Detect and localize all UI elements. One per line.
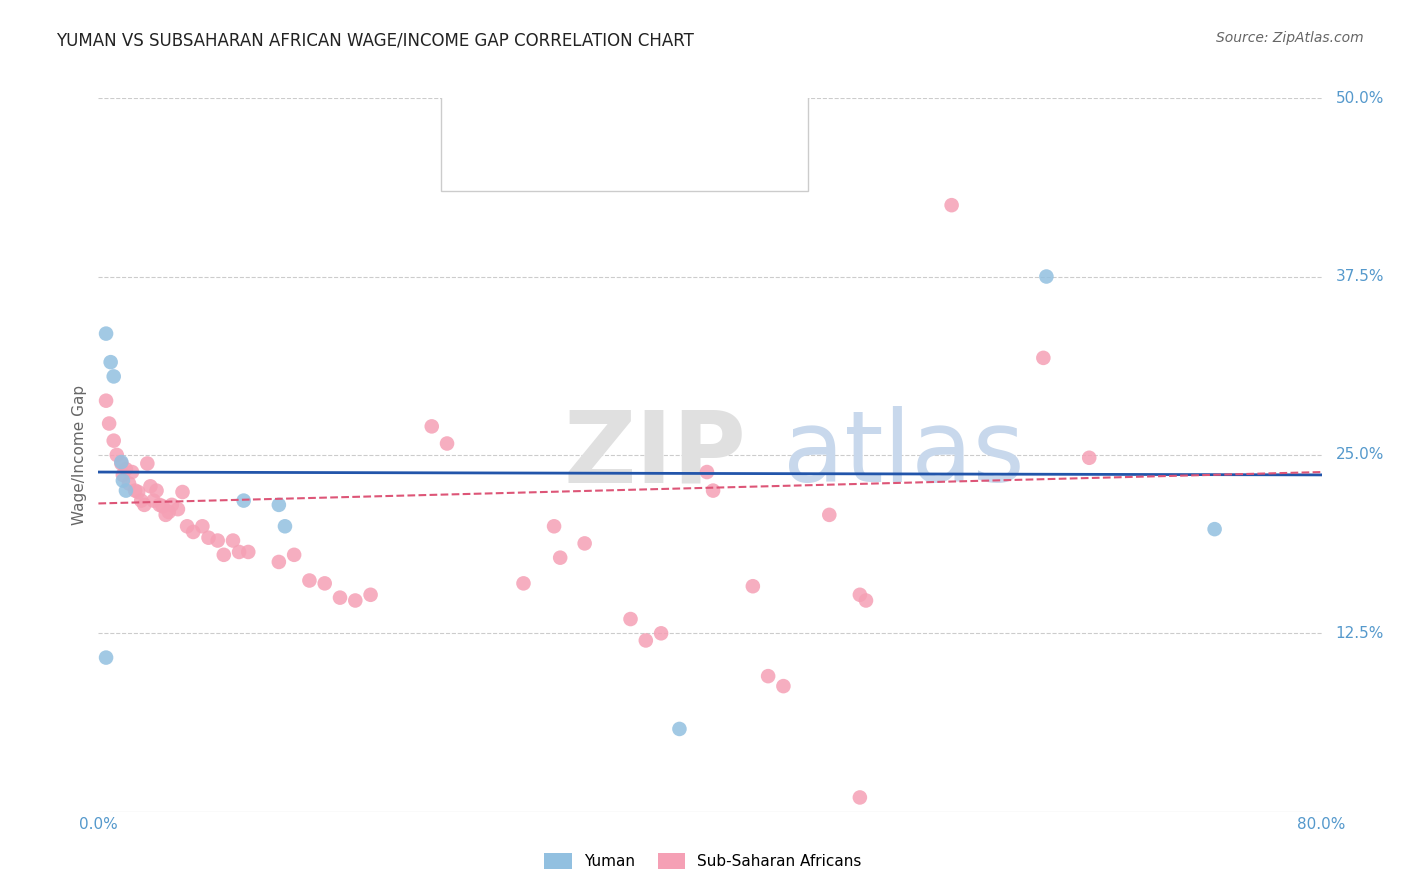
Text: 50.0%: 50.0% [1336,91,1384,105]
Point [127,485,149,500]
Point [543,519,565,533]
Y-axis label: Wage/Income Gap: Wage/Income Gap [72,384,87,525]
Point [267,555,290,569]
Point [172,485,194,500]
Point [274,519,297,533]
Point [103,434,125,448]
Point [1078,450,1101,465]
Point [110,455,132,469]
Text: 25.0%: 25.0% [1336,448,1384,462]
Point [668,722,690,736]
Point [344,593,367,607]
Point [702,483,724,498]
Legend: Yuman, Sub-Saharan Africans: Yuman, Sub-Saharan Africans [538,847,868,875]
Point [94,326,117,341]
Point [756,669,779,683]
Point [849,588,872,602]
Point [232,493,254,508]
Point [98,417,121,431]
Point [136,457,159,471]
Point [181,524,204,539]
Point [121,465,143,479]
Text: atlas: atlas [783,407,1025,503]
Point [103,369,125,384]
Point [855,593,877,607]
Point [238,545,260,559]
Point [436,436,458,450]
Point [157,505,180,519]
Point [94,650,117,665]
Text: YUMAN VS SUBSAHARAN AFRICAN WAGE/INCOME GAP CORRELATION CHART: YUMAN VS SUBSAHARAN AFRICAN WAGE/INCOME … [56,31,695,49]
Point [111,474,134,488]
Point [650,626,672,640]
Point [818,508,841,522]
Text: 12.5%: 12.5% [1336,626,1384,640]
Point [314,576,336,591]
Point [152,500,174,514]
Point [267,498,290,512]
Point [741,579,763,593]
Point [134,498,156,512]
Point [115,483,138,498]
Point [160,498,183,512]
Point [1035,269,1057,284]
Point [420,419,443,434]
Point [155,508,177,522]
Point [849,790,872,805]
FancyBboxPatch shape [441,95,808,191]
Point [115,462,138,476]
Point [212,548,235,562]
Point [176,519,198,533]
Point [941,198,963,212]
Point [191,519,214,533]
Point [124,483,146,498]
Point [145,483,167,498]
Point [696,465,718,479]
Point [619,612,641,626]
Legend: R = -0.003  N = 13, R =  0.032  N = 61: R = -0.003 N = 13, R = 0.032 N = 61 [467,106,689,166]
Point [111,467,134,482]
Point [207,533,229,548]
Point [548,550,571,565]
Point [298,574,321,588]
Point [360,588,382,602]
Point [772,679,794,693]
Point [197,531,219,545]
Point [110,457,132,471]
Point [118,476,141,491]
Point [129,493,152,508]
Point [634,633,657,648]
Point [1204,522,1226,536]
Point [105,448,128,462]
Text: ZIP: ZIP [564,407,747,503]
Point [139,479,162,493]
Point [94,393,117,408]
Point [149,498,172,512]
Point [1032,351,1054,365]
Text: 37.5%: 37.5% [1336,269,1384,284]
Point [228,545,250,559]
Point [222,533,245,548]
Point [512,576,534,591]
Point [574,536,596,550]
Point [100,355,122,369]
Point [142,493,165,508]
Point [167,502,190,516]
Point [283,548,305,562]
Text: Source: ZipAtlas.com: Source: ZipAtlas.com [1216,31,1364,45]
Point [329,591,352,605]
